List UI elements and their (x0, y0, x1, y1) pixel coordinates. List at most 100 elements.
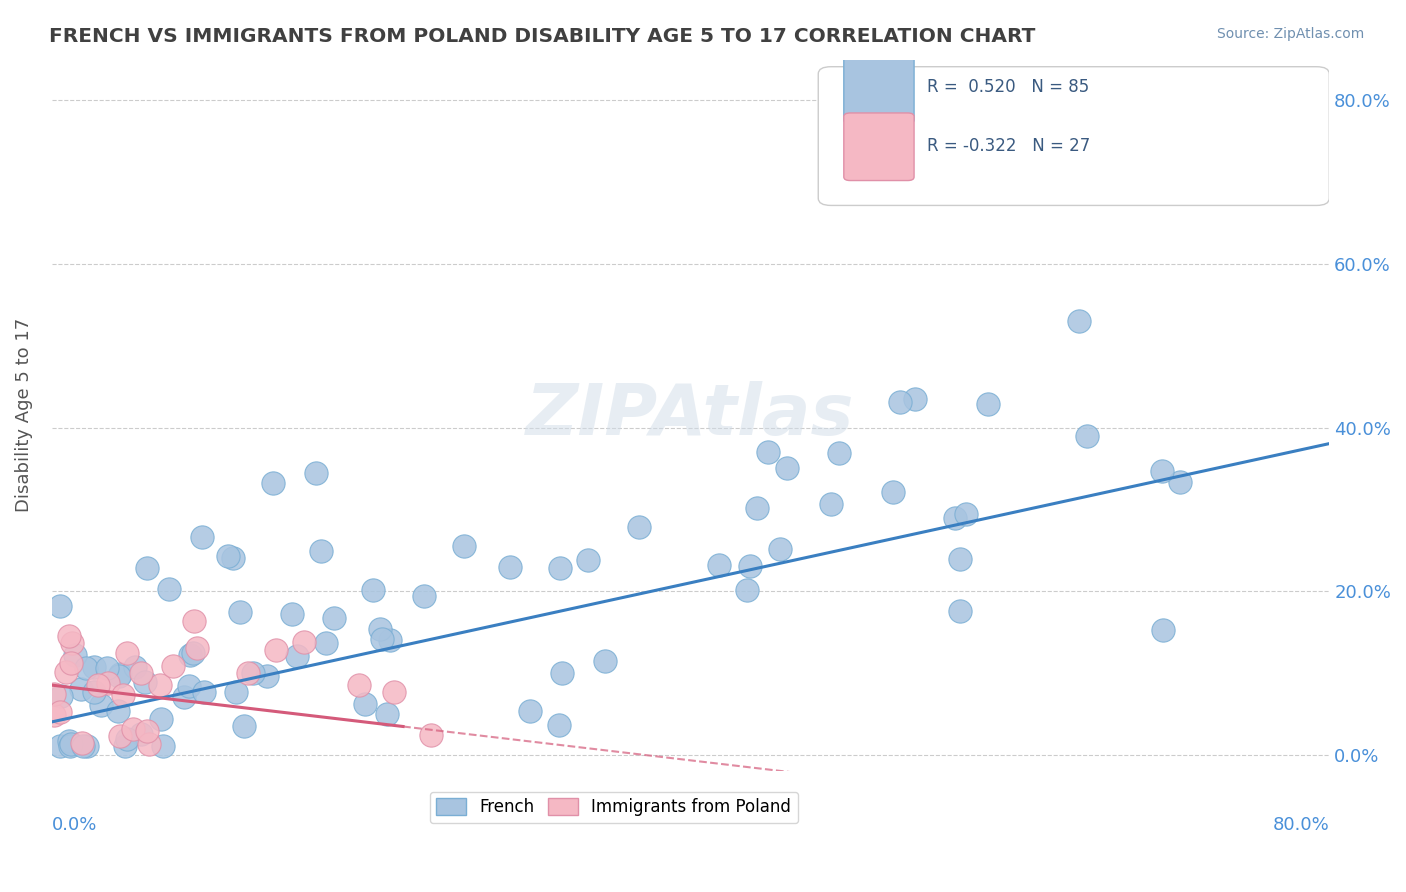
Point (44, 687, 66, 701)
Point (115, 646, 138, 660)
Point (225, 685, 247, 699)
Point (309, 544, 332, 558)
Point (233, 719, 256, 733)
Point (378, 633, 401, 648)
Point (828, 446, 851, 460)
Point (181, 646, 204, 660)
Point (354, 697, 377, 711)
Point (593, 654, 616, 668)
Point (48, 739, 70, 754)
Point (292, 635, 315, 649)
Point (820, 497, 842, 511)
Point (162, 658, 184, 673)
Point (59, 737, 82, 751)
Point (108, 668, 131, 682)
Point (63, 648, 86, 662)
Text: R = -0.322   N = 27: R = -0.322 N = 27 (927, 137, 1090, 155)
FancyBboxPatch shape (844, 56, 914, 124)
Point (179, 648, 201, 663)
Point (264, 643, 287, 657)
Point (115, 731, 138, 746)
Text: 80.0%: 80.0% (1272, 816, 1329, 834)
Point (413, 589, 436, 603)
Point (1150, 464, 1173, 478)
Point (977, 397, 1000, 411)
Point (90, 698, 112, 712)
Point (281, 607, 304, 621)
Point (499, 560, 522, 574)
Point (49, 689, 72, 703)
Text: Source: ZipAtlas.com: Source: ZipAtlas.com (1216, 27, 1364, 41)
Point (48, 705, 70, 719)
Point (1069, 313, 1091, 327)
Point (72, 739, 94, 754)
Point (453, 539, 475, 553)
Point (179, 679, 201, 693)
Point (323, 610, 346, 624)
Point (882, 485, 904, 500)
Point (955, 507, 977, 521)
Point (349, 678, 371, 692)
Point (1168, 475, 1191, 489)
Point (87, 678, 110, 692)
Point (96, 660, 118, 674)
Point (112, 688, 135, 702)
Point (124, 660, 146, 674)
Point (136, 561, 159, 575)
Point (419, 728, 441, 742)
Point (242, 665, 264, 680)
Point (110, 667, 132, 681)
Point (305, 466, 328, 480)
Point (76, 739, 98, 754)
Point (519, 705, 541, 719)
Point (758, 445, 780, 459)
Point (107, 704, 129, 718)
Point (131, 727, 153, 741)
Point (149, 712, 172, 726)
Point (152, 739, 174, 754)
FancyBboxPatch shape (818, 67, 1329, 205)
Point (134, 675, 156, 690)
Text: ZIPAtlas: ZIPAtlas (526, 381, 855, 450)
Point (315, 636, 337, 650)
Point (229, 605, 252, 619)
Point (370, 632, 392, 646)
Point (904, 392, 927, 407)
Point (943, 511, 966, 525)
Point (60, 636, 83, 650)
Point (129, 665, 152, 680)
Point (375, 706, 398, 721)
Legend: French, Immigrants from Poland: French, Immigrants from Poland (430, 791, 799, 823)
Point (114, 739, 136, 754)
Point (548, 560, 571, 574)
Point (256, 669, 278, 683)
Point (217, 549, 239, 563)
Point (889, 395, 911, 409)
Point (55, 665, 77, 679)
Point (186, 640, 208, 655)
Point (949, 552, 972, 566)
Y-axis label: Disability Age 5 to 17: Disability Age 5 to 17 (15, 318, 32, 512)
Point (149, 678, 172, 692)
Text: 0.0%: 0.0% (52, 816, 97, 834)
Point (551, 665, 574, 680)
Point (576, 553, 599, 567)
Point (548, 718, 571, 732)
FancyBboxPatch shape (844, 113, 914, 180)
Point (285, 648, 308, 663)
Text: R =  0.520   N = 85: R = 0.520 N = 85 (927, 78, 1090, 95)
Point (183, 614, 205, 628)
Point (48, 599, 70, 614)
Point (193, 685, 215, 699)
Point (361, 582, 384, 597)
Point (58, 629, 80, 643)
Point (110, 730, 132, 744)
Point (70, 736, 93, 750)
Point (735, 583, 758, 598)
Point (262, 476, 284, 491)
Point (136, 723, 159, 738)
Point (1076, 429, 1098, 443)
Point (776, 461, 799, 475)
Point (769, 541, 792, 556)
Text: FRENCH VS IMMIGRANTS FROM POLAND DISABILITY AGE 5 TO 17 CORRELATION CHART: FRENCH VS IMMIGRANTS FROM POLAND DISABIL… (49, 27, 1036, 45)
